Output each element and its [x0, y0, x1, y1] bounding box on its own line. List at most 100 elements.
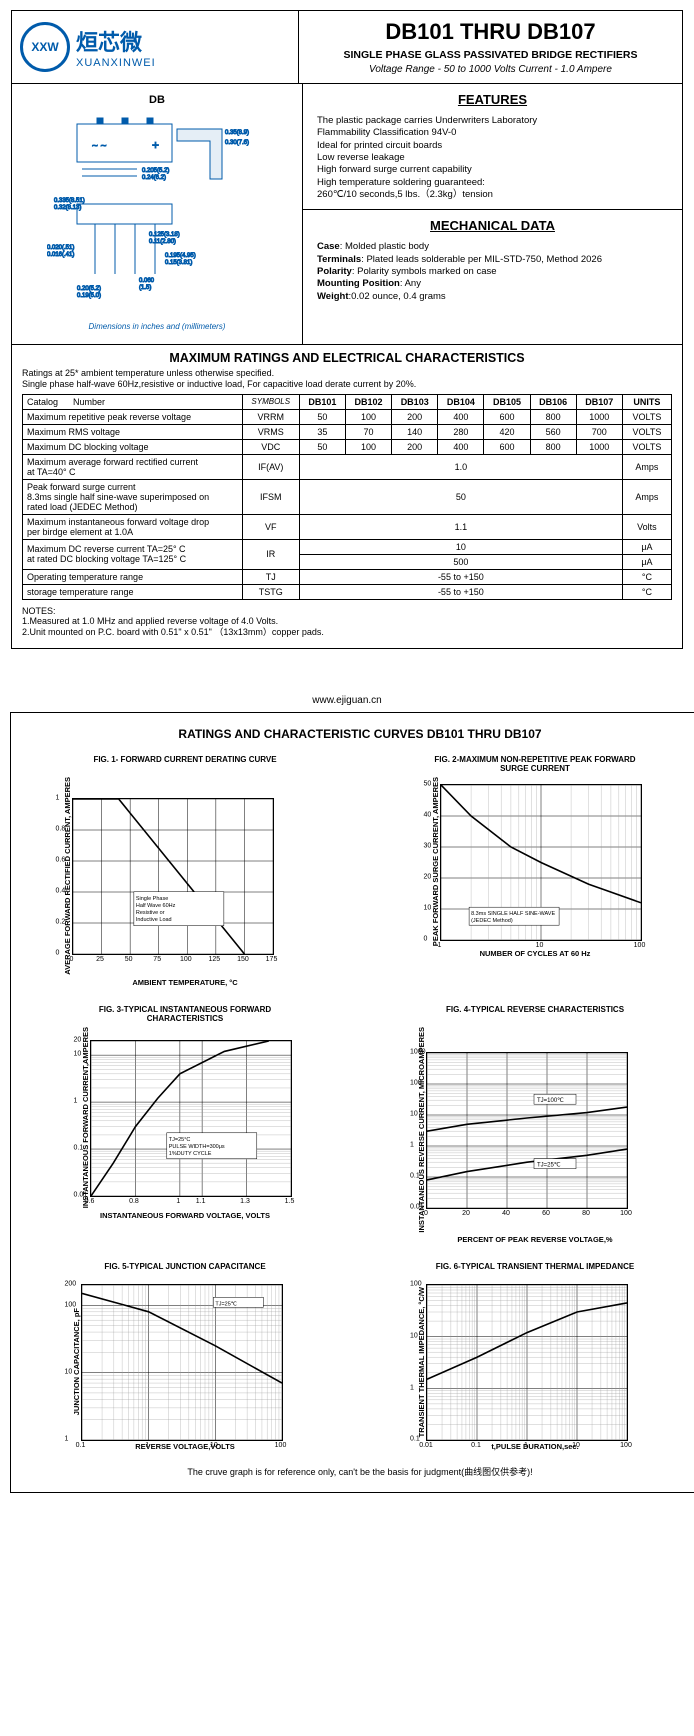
features-list: The plastic package carries Underwriters…	[317, 115, 668, 201]
svg-text:0.20(5.2): 0.20(5.2)	[77, 286, 101, 292]
features-section: FEATURES The plastic package carries Und…	[303, 84, 682, 210]
product-subtitle: SINGLE PHASE GLASS PASSIVATED BRIDGE REC…	[313, 49, 668, 61]
svg-text:~ ~: ~ ~	[92, 141, 107, 152]
svg-text:Single Phase: Single Phase	[135, 896, 167, 902]
svg-text:Inductive Load: Inductive Load	[135, 917, 171, 923]
chart: FIG. 3-TYPICAL INSTANTANEOUS FORWARDCHAR…	[25, 1005, 345, 1245]
svg-text:0.205(5.2): 0.205(5.2)	[142, 168, 169, 174]
chart-title: FIG. 5-TYPICAL JUNCTION CAPACITANCE	[104, 1262, 265, 1280]
svg-text:0.195(4.95): 0.195(4.95)	[165, 253, 196, 259]
logo-en: XUANXINWEI	[76, 57, 156, 69]
chart-plot: 0.010.11101000.1110100	[426, 1284, 626, 1439]
footer-url: www.ejiguan.cn	[10, 689, 684, 712]
features-title: FEATURES	[317, 92, 668, 107]
mech-mnt: Mounting Position: Any	[317, 278, 668, 290]
feature-item: Ideal for printed circuit boards	[317, 140, 668, 152]
chart-ylabel: INSTANTANEOUS REVERSE CURRENT, MICROAMPE…	[417, 1027, 426, 1233]
svg-text:(JEDEC Method): (JEDEC Method)	[471, 918, 513, 924]
svg-text:+: +	[152, 138, 159, 152]
mech-section: MECHANICAL DATA Case: Molded plastic bod…	[303, 210, 682, 311]
svg-text:0.35(8.9): 0.35(8.9)	[225, 130, 249, 136]
ratings-notes: NOTES:1.Measured at 1.0 MHz and applied …	[22, 606, 672, 638]
logo-block: XXW 烜芯微 XUANXINWEI	[12, 11, 299, 83]
chart-plot: 8.3ms SINGLE HALF SINE-WAVE(JEDEC Method…	[440, 784, 640, 939]
chart: FIG. 1- FORWARD CURRENT DERATING CURVE AV…	[25, 755, 345, 987]
chart-xlabel: NUMBER OF CYCLES AT 60 Hz	[480, 949, 591, 958]
chart: FIG. 4-TYPICAL REVERSE CHARACTERISTICS IN…	[375, 1005, 694, 1245]
datasheet-page-2: RATINGS AND CHARACTERISTIC CURVES DB101 …	[10, 712, 694, 1493]
chart-plot: TJ=25°CPULSE WIDTH=300μs1%DUTY CYCLE0.60…	[90, 1040, 290, 1195]
svg-text:Resistive or: Resistive or	[135, 910, 164, 916]
mech-title: MECHANICAL DATA	[317, 218, 668, 233]
mech-pol: Polarity: Polarity symbols marked on cas…	[317, 266, 668, 278]
chart-title: FIG. 3-TYPICAL INSTANTANEOUS FORWARDCHAR…	[99, 1005, 271, 1023]
svg-text:0.335(8.51): 0.335(8.51)	[54, 198, 85, 204]
svg-text:0.125(3.18): 0.125(3.18)	[149, 232, 180, 238]
svg-text:TJ=25°C: TJ=25°C	[168, 1137, 190, 1143]
mech-case: Case: Molded plastic body	[317, 241, 668, 253]
chart: FIG. 5-TYPICAL JUNCTION CAPACITANCE JUNCT…	[25, 1262, 345, 1451]
svg-text:0.020(.51): 0.020(.51)	[47, 245, 74, 251]
chart-title: FIG. 6-TYPICAL TRANSIENT THERMAL IMPEDAN…	[436, 1262, 634, 1280]
chart-ylabel: TRANSIENT THERMAL IMPEDANCE, °C/W	[417, 1287, 426, 1437]
svg-text:8.3ms SINGLE HALF SINE-WAVE: 8.3ms SINGLE HALF SINE-WAVE	[471, 911, 555, 917]
chart-title: FIG. 2-MAXIMUM NON-REPETITIVE PEAK FORWA…	[434, 755, 635, 773]
svg-text:0.016(.41): 0.016(.41)	[47, 252, 74, 258]
feature-item: High temperature soldering guaranteed:	[317, 177, 668, 189]
datasheet-page-1: XXW 烜芯微 XUANXINWEI DB101 THRU DB107 SING…	[11, 10, 683, 649]
mech-wt: Weight:0.02 ounce, 0.4 grams	[317, 291, 668, 303]
svg-text:0.32(8.13): 0.32(8.13)	[54, 205, 81, 211]
chart-xlabel: INSTANTANEOUS FORWARD VOLTAGE, VOLTS	[100, 1211, 270, 1220]
mech-term: Terminals: Plated leads solderable per M…	[317, 254, 668, 266]
chart-ylabel: JUNCTION CAPACITANCE, pF	[72, 1308, 81, 1415]
chart-plot: TJ=100℃TJ=25℃0204060801000.010.111010010…	[426, 1052, 626, 1207]
chart-xlabel: REVERSE VOLTAGE,VOLTS	[135, 1442, 235, 1451]
logo-icon: XXW	[20, 22, 70, 72]
ratings-table: Catalog NumberSYMBOLSDB101DB102DB103DB10…	[22, 394, 672, 600]
chart-title: FIG. 1- FORWARD CURRENT DERATING CURVE	[93, 755, 276, 773]
svg-text:TJ=100℃: TJ=100℃	[537, 1098, 564, 1104]
chart-plot: TJ=25℃0.1110100110100200	[81, 1284, 281, 1439]
product-range: Voltage Range - 50 to 1000 Volts Current…	[313, 64, 668, 75]
logo-cn: 烜芯微	[76, 25, 156, 57]
dimension-drawing-icon: ~ ~ + 0.205(5.2) 0.24(6.2) 0.35(8.9) 0.30(…	[47, 114, 267, 314]
svg-text:0.19(5.0): 0.19(5.0)	[77, 293, 101, 299]
svg-text:0.24(6.2): 0.24(6.2)	[142, 175, 166, 181]
svg-text:TJ=25℃: TJ=25℃	[537, 1163, 561, 1169]
charts-grid: FIG. 1- FORWARD CURRENT DERATING CURVE AV…	[25, 755, 694, 1451]
svg-text:Half Wave 60Hz: Half Wave 60Hz	[135, 903, 175, 909]
chart: FIG. 6-TYPICAL TRANSIENT THERMAL IMPEDAN…	[375, 1262, 694, 1451]
chart-xlabel: t,PULSE DURATION,sec.	[491, 1442, 578, 1451]
svg-text:1%DUTY CYCLE: 1%DUTY CYCLE	[168, 1151, 211, 1157]
chart-title: FIG. 4-TYPICAL REVERSE CHARACTERISTICS	[446, 1005, 624, 1023]
chart-plot: Single PhaseHalf Wave 60HzResistive orIn…	[72, 798, 272, 953]
feature-item: High forward surge current capability	[317, 164, 668, 176]
package-label: DB	[22, 94, 292, 106]
curves-title: RATINGS AND CHARACTERISTIC CURVES DB101 …	[25, 727, 694, 741]
dimension-note: Dimensions in inches and (millimeters)	[22, 322, 292, 331]
package-drawing: DB ~ ~ + 0.205(5.2) 0.24(6.2) 0.35(8.9) 0.…	[12, 84, 303, 344]
header: XXW 烜芯微 XUANXINWEI DB101 THRU DB107 SING…	[12, 11, 682, 84]
chart-xlabel: PERCENT OF PEAK REVERSE VOLTAGE,%	[457, 1235, 612, 1244]
ratings-section: MAXIMUM RATINGS AND ELECTRICAL CHARACTER…	[12, 345, 682, 648]
chart-ylabel: PEAK FORWARD SURGE CURRENT, AMPERES	[431, 777, 440, 946]
svg-text:(1.5): (1.5)	[139, 285, 151, 291]
ratings-subtitle: Ratings at 25* ambient temperature unles…	[22, 368, 672, 390]
feature-item: 260℃/10 seconds,5 lbs.（2.3kg）tension	[317, 189, 668, 201]
svg-text:0.060: 0.060	[139, 278, 155, 284]
svg-text:0.30(7.6): 0.30(7.6)	[225, 140, 249, 146]
svg-text:PULSE WIDTH=300μs: PULSE WIDTH=300μs	[168, 1144, 224, 1150]
chart-ylabel: AVERAGE FORWARD RECTIFIED CURRENT, AMPER…	[63, 777, 72, 975]
feature-item: Flammability Classification 94V-0	[317, 127, 668, 139]
product-title: DB101 THRU DB107	[313, 19, 668, 45]
feature-item: The plastic package carries Underwriters…	[317, 115, 668, 127]
chart: FIG. 2-MAXIMUM NON-REPETITIVE PEAK FORWA…	[375, 755, 694, 987]
chart-xlabel: AMBIENT TEMPERATURE, °C	[132, 978, 237, 987]
feature-item: Low reverse leakage	[317, 152, 668, 164]
curves-footer: The cruve graph is for reference only, c…	[25, 1465, 694, 1478]
svg-text:0.11(2.80): 0.11(2.80)	[149, 239, 176, 245]
ratings-title: MAXIMUM RATINGS AND ELECTRICAL CHARACTER…	[22, 351, 672, 365]
chart-ylabel: INSTANTANEOUS FORWARD CURRENT,AMPERES	[81, 1027, 90, 1208]
svg-text:0.15(3.81): 0.15(3.81)	[165, 260, 192, 266]
svg-text:TJ=25℃: TJ=25℃	[215, 1302, 237, 1308]
